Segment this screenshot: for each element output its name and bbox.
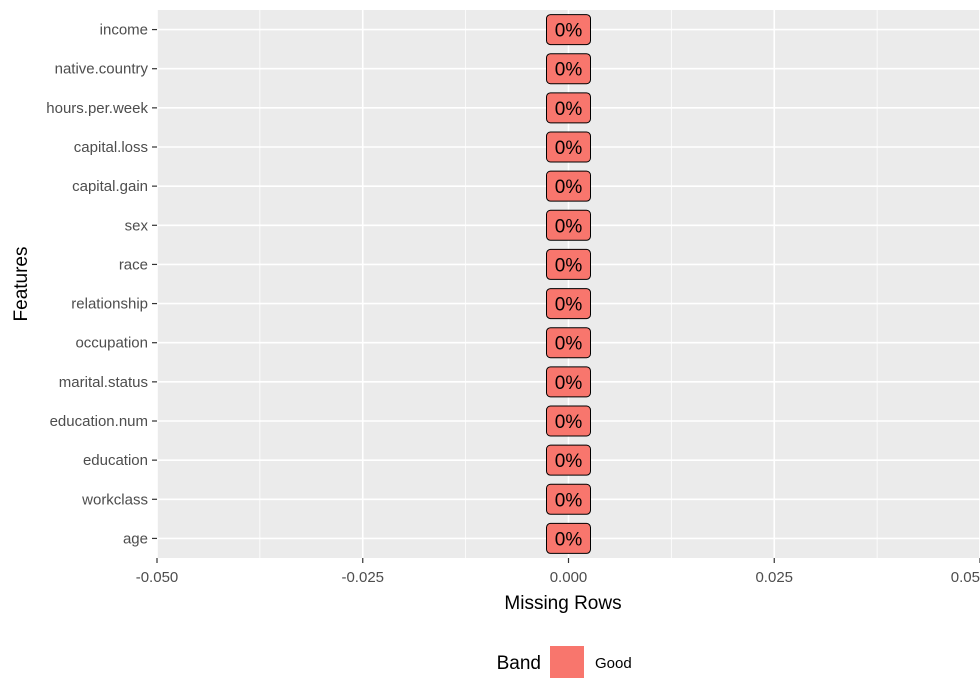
y-axis-title: Features (11, 247, 32, 322)
data-label-capital.loss: 0% (546, 131, 591, 163)
y-tick-label: capital.gain (72, 178, 148, 195)
y-tick-label: marital.status (59, 374, 148, 391)
data-label-box (546, 444, 591, 476)
data-label-text: 0% (555, 138, 583, 159)
x-tick-label: 0.025 (755, 569, 793, 586)
y-tick-label: relationship (71, 296, 148, 313)
data-label-box (546, 92, 591, 124)
data-label-text: 0% (555, 21, 583, 42)
legend-key-good (550, 646, 584, 678)
data-label-text: 0% (555, 295, 583, 316)
data-label-text: 0% (555, 412, 583, 433)
x-tick-label: -0.025 (341, 569, 384, 586)
data-label-box (546, 522, 591, 554)
data-label-text: 0% (555, 177, 583, 198)
data-label-sex: 0% (546, 209, 591, 241)
x-tick-label: 0.000 (550, 569, 588, 586)
data-label-relationship: 0% (546, 288, 591, 320)
data-label-box (546, 366, 591, 398)
data-label-text: 0% (555, 529, 583, 550)
data-label-marital.status: 0% (546, 366, 591, 398)
data-label-workclass: 0% (546, 483, 591, 515)
y-tick-label: age (123, 530, 148, 547)
data-label-native.country: 0% (546, 53, 591, 85)
data-labels: 0% 0% 0% 0% 0% 0% 0% 0% 0% 0% 0% 0% 0% 0% (546, 14, 591, 554)
data-label-box (546, 170, 591, 202)
y-tick-label: hours.per.week (46, 100, 148, 117)
x-axis: -0.050 -0.025 0.000 0.025 0.05 (136, 558, 980, 586)
data-label-occupation: 0% (546, 327, 591, 359)
data-label-text: 0% (555, 451, 583, 472)
data-label-hours.per.week: 0% (546, 92, 591, 124)
minor-gridlines (259, 10, 878, 558)
data-label-text: 0% (555, 373, 583, 394)
y-tick-label: race (119, 256, 148, 273)
data-label-capital.gain: 0% (546, 170, 591, 202)
y-tick-label: native.country (55, 61, 149, 78)
x-tick-label: -0.050 (136, 569, 179, 586)
data-label-income: 0% (546, 14, 591, 46)
y-tick-label: education (83, 452, 148, 469)
data-label-box (546, 209, 591, 241)
data-label-text: 0% (555, 60, 583, 81)
data-label-text: 0% (555, 255, 583, 276)
y-axis: age workclass education education.num marita… (46, 22, 157, 547)
data-label-race: 0% (546, 248, 591, 280)
y-tick-label: workclass (81, 491, 148, 508)
legend-label-good: Good (595, 655, 632, 672)
data-label-box (546, 248, 591, 280)
y-tick-label: sex (125, 217, 149, 234)
data-label-education: 0% (546, 444, 591, 476)
y-tick-label: capital.loss (74, 139, 148, 156)
legend-title: Band (497, 653, 541, 674)
data-label-age: 0% (546, 522, 591, 554)
x-axis-title: Missing Rows (504, 593, 621, 614)
x-tick-label: 0.05 (951, 569, 980, 586)
data-label-text: 0% (555, 334, 583, 355)
data-label-box (546, 405, 591, 437)
data-label-text: 0% (555, 216, 583, 237)
data-label-education.num: 0% (546, 405, 591, 437)
data-label-text: 0% (555, 490, 583, 511)
data-label-box (546, 288, 591, 320)
y-tick-label: occupation (75, 335, 148, 352)
y-tick-label: income (100, 22, 148, 39)
data-label-box (546, 53, 591, 85)
data-label-box (546, 483, 591, 515)
data-label-box (546, 14, 591, 46)
data-label-box (546, 131, 591, 163)
data-label-text: 0% (555, 99, 583, 120)
data-label-box (546, 327, 591, 359)
legend: Band Good (497, 646, 632, 678)
y-tick-label: education.num (50, 413, 148, 430)
